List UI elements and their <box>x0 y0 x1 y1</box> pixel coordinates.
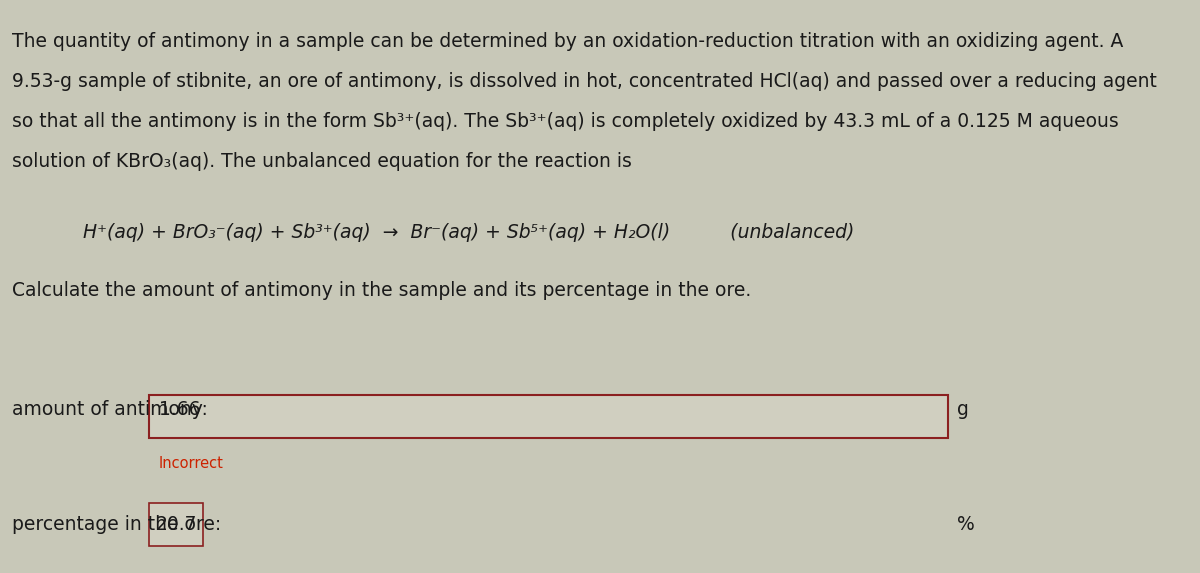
Text: The quantity of antimony in a sample can be determined by an oxidation-reduction: The quantity of antimony in a sample can… <box>12 32 1123 50</box>
FancyBboxPatch shape <box>149 503 203 546</box>
Text: 1.66: 1.66 <box>158 400 200 419</box>
Text: Calculate the amount of antimony in the sample and its percentage in the ore.: Calculate the amount of antimony in the … <box>12 281 751 300</box>
Text: 20.7: 20.7 <box>156 515 197 534</box>
Text: so that all the antimony is in the form Sb³⁺(aq). The Sb³⁺(aq) is completely oxi: so that all the antimony is in the form … <box>12 112 1118 131</box>
Text: %: % <box>958 515 976 534</box>
Text: amount of antimony:: amount of antimony: <box>12 400 208 419</box>
Text: Incorrect: Incorrect <box>158 456 223 470</box>
Text: g: g <box>958 400 970 419</box>
Text: 9.53-g sample of stibnite, an ore of antimony, is dissolved in hot, concentrated: 9.53-g sample of stibnite, an ore of ant… <box>12 72 1157 91</box>
Text: solution of KBrO₃(aq). The unbalanced equation for the reaction is: solution of KBrO₃(aq). The unbalanced eq… <box>12 152 631 171</box>
Text: H⁺(aq) + BrO₃⁻(aq) + Sb³⁺(aq)  →  Br⁻(aq) + Sb⁵⁺(aq) + H₂O(l)          (unbalanc: H⁺(aq) + BrO₃⁻(aq) + Sb³⁺(aq) → Br⁻(aq) … <box>83 223 854 242</box>
Text: percentage in the ore:: percentage in the ore: <box>12 515 221 534</box>
FancyBboxPatch shape <box>149 395 948 438</box>
